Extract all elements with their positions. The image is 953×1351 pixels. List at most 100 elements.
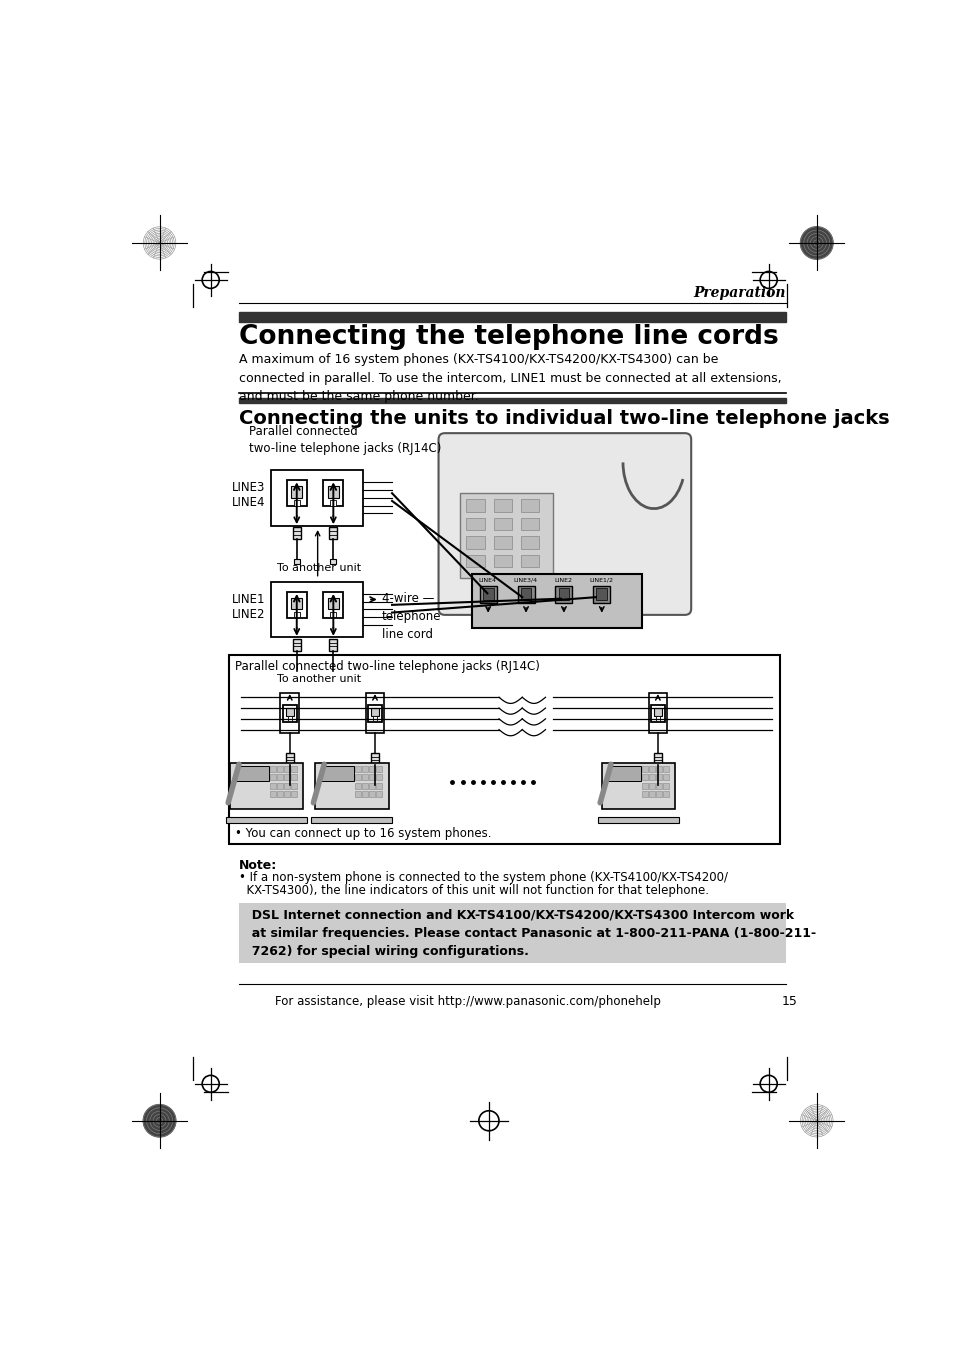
Bar [235, 766, 269, 781]
Bar [362, 792, 368, 797]
Text: LINE4: LINE4 [477, 578, 496, 582]
Text: For assistance, please visit http://www.panasonic.com/phonehelp: For assistance, please visit http://www.… [274, 996, 660, 1008]
Bar [655, 716, 659, 721]
Bar [286, 753, 294, 765]
Bar [270, 766, 275, 771]
Bar [330, 500, 336, 505]
Text: 4-wire —
telephone
line cord: 4-wire — telephone line cord [381, 592, 441, 640]
Bar [294, 500, 299, 505]
Bar [291, 486, 302, 497]
Bar [596, 588, 607, 600]
Bar [294, 671, 299, 676]
Bar [648, 766, 654, 771]
Bar [288, 716, 292, 721]
Bar [291, 782, 296, 789]
Bar [656, 782, 660, 789]
Bar [355, 766, 360, 771]
Bar [282, 705, 296, 721]
Bar [284, 792, 290, 797]
Bar [607, 766, 640, 781]
Bar [371, 708, 378, 716]
Bar [277, 782, 282, 789]
Bar [662, 782, 668, 789]
Text: Preparation: Preparation [693, 286, 785, 300]
Bar [648, 774, 654, 781]
Bar [369, 792, 375, 797]
Bar [656, 766, 660, 771]
Bar [459, 493, 553, 578]
Bar [328, 597, 338, 609]
Bar [362, 766, 368, 771]
Bar [239, 397, 785, 403]
Bar [365, 693, 384, 734]
Bar [328, 486, 338, 497]
Circle shape [800, 227, 832, 259]
Bar [229, 655, 779, 843]
Bar [293, 527, 300, 539]
Bar [239, 312, 785, 322]
Text: • You can connect up to 16 system phones.: • You can connect up to 16 system phones… [235, 827, 492, 839]
Bar [662, 792, 668, 797]
Bar [466, 536, 484, 549]
Bar [482, 588, 493, 600]
Bar [330, 559, 336, 565]
Bar [650, 705, 664, 721]
Bar [270, 792, 275, 797]
Bar [277, 766, 282, 771]
Bar [284, 782, 290, 789]
Text: • If a non-system phone is connected to the system phone (KX-TS4100/KX-TS4200/: • If a non-system phone is connected to … [239, 871, 727, 885]
Bar [520, 536, 538, 549]
Bar [271, 582, 362, 638]
Bar [376, 774, 381, 781]
Bar [601, 763, 675, 809]
Bar [558, 588, 569, 600]
Text: To another unit: To another unit [277, 674, 361, 684]
Bar [369, 774, 375, 781]
Text: LINE2: LINE2 [554, 578, 572, 582]
Bar [294, 559, 299, 565]
Bar [323, 592, 343, 619]
Bar [355, 782, 360, 789]
Text: 15: 15 [781, 996, 797, 1008]
Bar [517, 586, 534, 604]
Bar [329, 527, 336, 539]
Bar [291, 597, 302, 609]
Bar [641, 782, 647, 789]
Bar [323, 481, 343, 507]
Text: LINE3
LINE4: LINE3 LINE4 [232, 481, 265, 509]
Bar [466, 517, 484, 530]
Bar [287, 592, 307, 619]
Bar [355, 774, 360, 781]
Bar [479, 586, 497, 604]
Bar [520, 588, 531, 600]
Bar [520, 500, 538, 512]
Bar [520, 517, 538, 530]
Bar [372, 785, 377, 790]
Text: Connecting the units to individual two-line telephone jacks: Connecting the units to individual two-l… [239, 408, 889, 427]
Bar [271, 470, 362, 526]
Bar [369, 766, 375, 771]
FancyBboxPatch shape [438, 434, 691, 615]
Bar [662, 774, 668, 781]
Bar [493, 555, 512, 567]
Bar [270, 774, 275, 781]
Bar [368, 705, 381, 721]
Text: LINE1/2: LINE1/2 [588, 578, 613, 582]
Bar [371, 753, 378, 765]
Bar [314, 763, 388, 809]
Text: Parallel connected
two-line telephone jacks (RJ14C): Parallel connected two-line telephone ja… [249, 426, 440, 455]
Bar [355, 792, 360, 797]
Bar [641, 774, 647, 781]
Bar [362, 774, 368, 781]
Bar [648, 693, 666, 734]
Bar [270, 782, 275, 789]
Bar [555, 586, 572, 604]
Bar [641, 766, 647, 771]
Bar [286, 708, 294, 716]
Bar [593, 586, 610, 604]
Text: Connecting the telephone line cords: Connecting the telephone line cords [239, 324, 779, 350]
Bar [656, 792, 660, 797]
Bar [376, 766, 381, 771]
Bar [329, 639, 336, 651]
Bar [286, 785, 293, 790]
